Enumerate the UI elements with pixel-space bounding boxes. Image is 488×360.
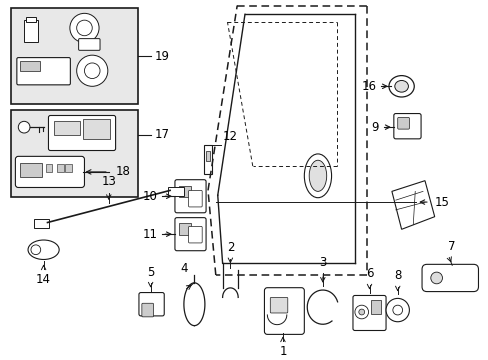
Ellipse shape (308, 160, 326, 192)
Bar (205, 152, 209, 161)
FancyBboxPatch shape (270, 297, 287, 313)
Circle shape (18, 121, 30, 133)
FancyBboxPatch shape (17, 58, 70, 85)
FancyBboxPatch shape (139, 293, 164, 316)
Text: 10: 10 (142, 190, 157, 203)
Bar (34, 219, 49, 228)
Circle shape (385, 298, 408, 322)
Text: 18: 18 (115, 165, 130, 179)
Text: 12: 12 (222, 130, 237, 143)
FancyBboxPatch shape (352, 296, 385, 330)
Circle shape (84, 63, 100, 78)
Bar (20, 163, 41, 177)
Bar (26, 17, 36, 22)
Bar (12, 110, 138, 197)
FancyBboxPatch shape (393, 113, 420, 139)
Text: 2: 2 (226, 240, 234, 254)
FancyBboxPatch shape (397, 117, 408, 129)
Bar (179, 185, 190, 197)
Bar (57, 164, 64, 172)
Ellipse shape (388, 76, 413, 97)
Ellipse shape (28, 240, 59, 260)
Circle shape (31, 245, 41, 255)
Text: 15: 15 (434, 195, 448, 208)
Text: 7: 7 (447, 240, 455, 253)
Bar (168, 186, 183, 196)
Bar (20, 61, 40, 71)
FancyBboxPatch shape (142, 303, 153, 317)
Text: 14: 14 (36, 273, 51, 286)
FancyBboxPatch shape (175, 180, 205, 213)
Circle shape (70, 13, 99, 42)
Text: 11: 11 (142, 228, 157, 241)
Circle shape (392, 305, 402, 315)
Text: 8: 8 (393, 269, 401, 282)
Bar (65, 164, 72, 172)
FancyBboxPatch shape (79, 39, 100, 50)
Ellipse shape (394, 81, 407, 92)
Polygon shape (391, 181, 434, 229)
Bar (54, 121, 80, 135)
Text: 4: 4 (180, 262, 187, 275)
Circle shape (430, 272, 442, 284)
Text: 16: 16 (361, 80, 376, 93)
FancyBboxPatch shape (175, 218, 205, 251)
Bar (82, 120, 109, 139)
FancyBboxPatch shape (188, 226, 202, 243)
FancyBboxPatch shape (15, 156, 84, 188)
Circle shape (354, 305, 368, 319)
Circle shape (77, 20, 92, 36)
FancyBboxPatch shape (188, 190, 202, 207)
Text: 3: 3 (319, 256, 326, 269)
Text: 19: 19 (154, 50, 169, 63)
Text: 1: 1 (279, 345, 286, 358)
Text: 9: 9 (371, 121, 379, 134)
Circle shape (358, 309, 364, 315)
Text: 17: 17 (154, 129, 169, 141)
Circle shape (77, 55, 107, 86)
FancyBboxPatch shape (421, 264, 477, 292)
Bar (179, 224, 190, 235)
FancyBboxPatch shape (264, 288, 304, 334)
Ellipse shape (304, 154, 331, 198)
Text: 6: 6 (365, 267, 372, 280)
Text: 13: 13 (101, 175, 116, 188)
Bar (45, 164, 52, 172)
Bar (371, 300, 381, 314)
FancyBboxPatch shape (48, 116, 115, 150)
Bar (203, 145, 211, 174)
Bar (12, 9, 138, 104)
Text: 5: 5 (146, 266, 154, 279)
Bar (24, 20, 38, 41)
